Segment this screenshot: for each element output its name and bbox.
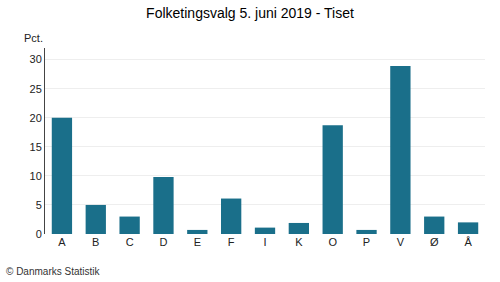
svg-text:E: E [194,236,201,248]
svg-text:P: P [363,236,370,248]
svg-text:Folketingsvalg 5. juni 2019 -: Folketingsvalg 5. juni 2019 - Tiset [146,5,354,21]
svg-text:15: 15 [30,141,42,153]
svg-text:B: B [92,236,99,248]
svg-text:20: 20 [30,112,42,124]
svg-text:K: K [295,236,303,248]
svg-text:5: 5 [36,199,42,211]
svg-text:C: C [126,236,134,248]
svg-text:A: A [58,236,66,248]
svg-text:10: 10 [30,170,42,182]
svg-text:© Danmarks Statistik: © Danmarks Statistik [6,266,101,277]
svg-text:30: 30 [30,53,42,65]
svg-text:25: 25 [30,83,42,95]
svg-text:D: D [159,236,167,248]
svg-text:I: I [263,236,266,248]
svg-text:Ø: Ø [430,236,439,248]
svg-text:0: 0 [36,228,42,240]
svg-text:F: F [228,236,235,248]
svg-text:V: V [397,236,405,248]
svg-text:Pct.: Pct. [24,32,43,44]
svg-text:Å: Å [464,236,472,248]
svg-text:O: O [328,236,337,248]
